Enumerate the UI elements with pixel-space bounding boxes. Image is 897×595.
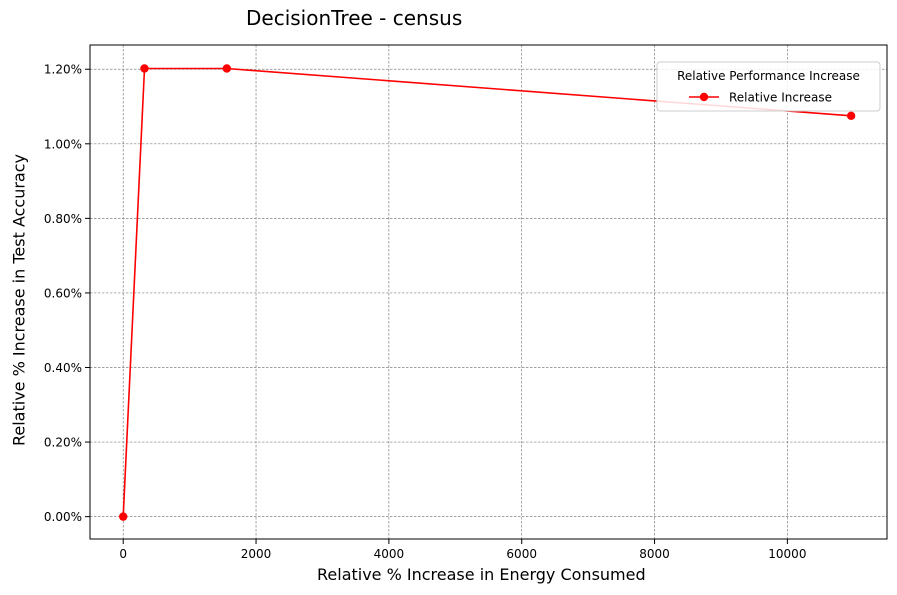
plot-frame — [89, 44, 888, 540]
data-point — [140, 64, 149, 73]
data-point — [119, 512, 128, 521]
y-tick-label: 0.40% — [44, 361, 82, 375]
y-tick-label: 0.80% — [44, 212, 82, 226]
y-tick-label: 0.00% — [44, 510, 82, 524]
legend-title: Relative Performance Increase — [677, 69, 860, 83]
legend-box — [656, 61, 881, 112]
y-axis-label: Relative % Increase in Test Accuracy — [9, 153, 29, 447]
series-line — [122, 67, 852, 517]
axes: 0 2000 4000 6000 8000 10000 0.00% 0.20% 0.40% 0.6… — [44, 44, 888, 561]
x-tick-label: 8000 — [639, 547, 670, 561]
x-tick-label: 0 — [119, 547, 127, 561]
legend-marker — [699, 92, 709, 102]
y-tick-label: 0.60% — [44, 286, 82, 300]
chart-title: DecisionTree - census — [246, 6, 463, 30]
x-tick-label: 6000 — [506, 547, 537, 561]
x-tick-label: 2000 — [241, 547, 272, 561]
x-tick-label: 10000 — [768, 547, 806, 561]
y-tick-label: 0.20% — [44, 436, 82, 450]
x-tick-label: 4000 — [374, 547, 405, 561]
x-axis-label: Relative % Increase in Energy Consumed — [317, 565, 646, 584]
data-point — [222, 64, 232, 73]
legend-entry: Relative Increase — [729, 91, 832, 105]
legend: Relative Performance Increase Relative In… — [656, 61, 881, 112]
grid-lines — [90, 45, 887, 539]
series-layer — [119, 64, 856, 521]
data-point — [846, 111, 856, 121]
y-tick-label: 1.20% — [44, 63, 82, 77]
y-tick-label: 1.00% — [44, 137, 82, 151]
